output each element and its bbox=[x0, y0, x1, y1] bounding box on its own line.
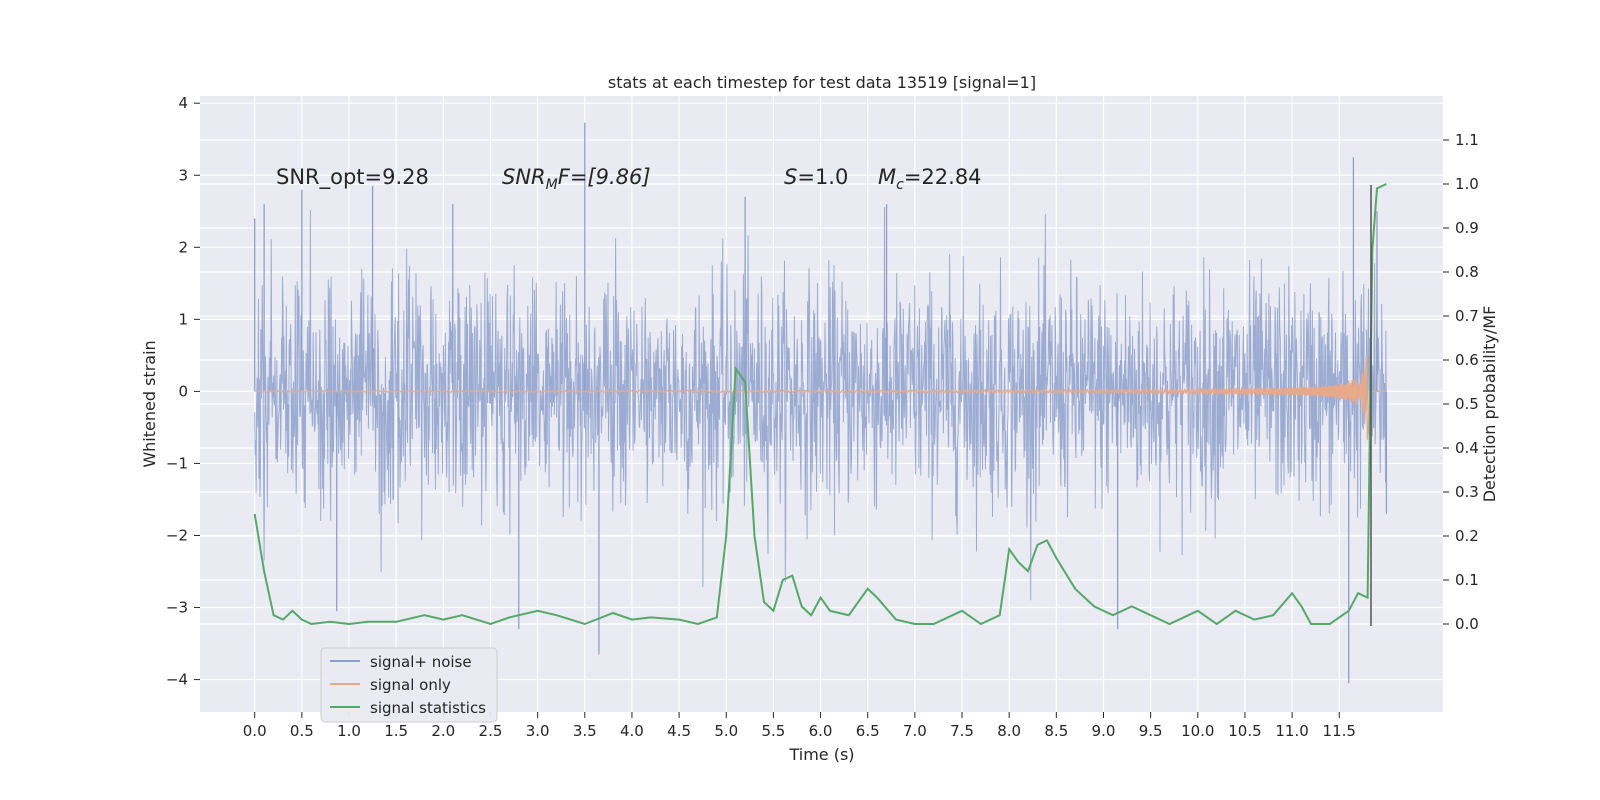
y-left-tick-label: 2 bbox=[178, 238, 188, 256]
y-right-tick-label: 1.0 bbox=[1455, 175, 1479, 193]
x-tick-label: 2.5 bbox=[479, 722, 503, 740]
x-tick-label: 3.0 bbox=[526, 722, 550, 740]
y-right-tick-label: 0.9 bbox=[1455, 219, 1479, 237]
y-right-axis-label: Detection probability/MF bbox=[1480, 306, 1499, 503]
x-tick-label: 0.0 bbox=[243, 722, 267, 740]
x-tick-label: 9.0 bbox=[1092, 722, 1116, 740]
x-tick-label: 7.5 bbox=[950, 722, 974, 740]
x-tick-label: 6.5 bbox=[856, 722, 880, 740]
y-left-tick-label: 1 bbox=[178, 310, 188, 328]
y-left-tick-label: −4 bbox=[166, 671, 188, 689]
x-tick-label: 9.5 bbox=[1139, 722, 1163, 740]
x-tick-label: 11.0 bbox=[1275, 722, 1308, 740]
y-left-tick-label: 0 bbox=[178, 382, 188, 400]
y-left-tick-label: −2 bbox=[166, 526, 188, 544]
y-right-tick-label: 0.2 bbox=[1455, 527, 1479, 545]
x-tick-label: 10.5 bbox=[1228, 722, 1261, 740]
x-axis-ticks: 0.0 0.5 1.0 1.5 2.0 2.5 3.0 3.5 4.0 4.5 5.0 5.5 6.0 6… bbox=[243, 712, 1356, 740]
y-left-tick-label: −1 bbox=[166, 454, 188, 472]
y-left-axis-ticks: 4 3 2 1 0 −1 −2 −3 −4 bbox=[166, 94, 200, 689]
x-tick-label: 7.0 bbox=[903, 722, 927, 740]
x-tick-label: 2.0 bbox=[431, 722, 455, 740]
y-right-tick-label: 0.3 bbox=[1455, 483, 1479, 501]
x-tick-label: 5.0 bbox=[714, 722, 738, 740]
y-right-axis-ticks: 1.1 1.0 0.9 0.8 0.7 0.6 0.5 0.4 0.3 0.2 0.1 0.0 bbox=[1443, 131, 1479, 633]
y-left-axis-label: Whitened strain bbox=[140, 340, 159, 467]
chart-title: stats at each timestep for test data 135… bbox=[608, 73, 1036, 92]
y-right-tick-label: 0.1 bbox=[1455, 571, 1479, 589]
legend-label-signal-statistics: signal statistics bbox=[370, 699, 486, 717]
annotation-s: S=1.0 bbox=[784, 165, 848, 189]
y-right-tick-label: 0.4 bbox=[1455, 439, 1479, 457]
y-right-tick-label: 0.5 bbox=[1455, 395, 1479, 413]
x-tick-label: 4.5 bbox=[667, 722, 691, 740]
signal-chirp-trace bbox=[254, 355, 1387, 440]
x-tick-label: 10.0 bbox=[1181, 722, 1214, 740]
x-tick-label: 1.0 bbox=[337, 722, 361, 740]
x-tick-label: 3.5 bbox=[573, 722, 597, 740]
series-signal-only bbox=[254, 355, 1387, 440]
y-left-tick-label: 3 bbox=[178, 166, 188, 184]
x-tick-label: 8.5 bbox=[1044, 722, 1068, 740]
annotation-snr-opt: SNR_opt=9.28 bbox=[276, 165, 429, 190]
y-left-tick-label: 4 bbox=[178, 94, 188, 112]
y-right-tick-label: 0.6 bbox=[1455, 351, 1479, 369]
series-signal-noise bbox=[254, 122, 1388, 684]
y-right-tick-label: 1.1 bbox=[1455, 131, 1479, 149]
statistics-line bbox=[253, 183, 1387, 626]
legend: signal+ noise signal only signal statist… bbox=[320, 647, 498, 723]
x-tick-label: 11.5 bbox=[1323, 722, 1356, 740]
x-tick-label: 0.5 bbox=[290, 722, 314, 740]
legend-label-signal-only: signal only bbox=[370, 676, 451, 694]
y-left-tick-label: −3 bbox=[166, 599, 188, 617]
y-right-tick-label: 0.8 bbox=[1455, 263, 1479, 281]
legend-label-signal-noise: signal+ noise bbox=[370, 653, 472, 671]
x-axis-label: Time (s) bbox=[788, 745, 854, 764]
annotation-mc: Mc=22.84 bbox=[878, 165, 982, 193]
y-right-tick-label: 0.0 bbox=[1455, 615, 1479, 633]
annotation-snr-mf: SNRMF=[9.86] bbox=[502, 165, 651, 193]
x-tick-label: 1.5 bbox=[384, 722, 408, 740]
x-tick-label: 8.0 bbox=[997, 722, 1021, 740]
x-tick-label: 4.0 bbox=[620, 722, 644, 740]
y-right-tick-label: 0.7 bbox=[1455, 307, 1479, 325]
x-tick-label: 5.5 bbox=[761, 722, 785, 740]
series-signal-statistics bbox=[253, 183, 1387, 626]
noise-trace bbox=[254, 207, 1387, 601]
x-tick-label: 6.0 bbox=[809, 722, 833, 740]
